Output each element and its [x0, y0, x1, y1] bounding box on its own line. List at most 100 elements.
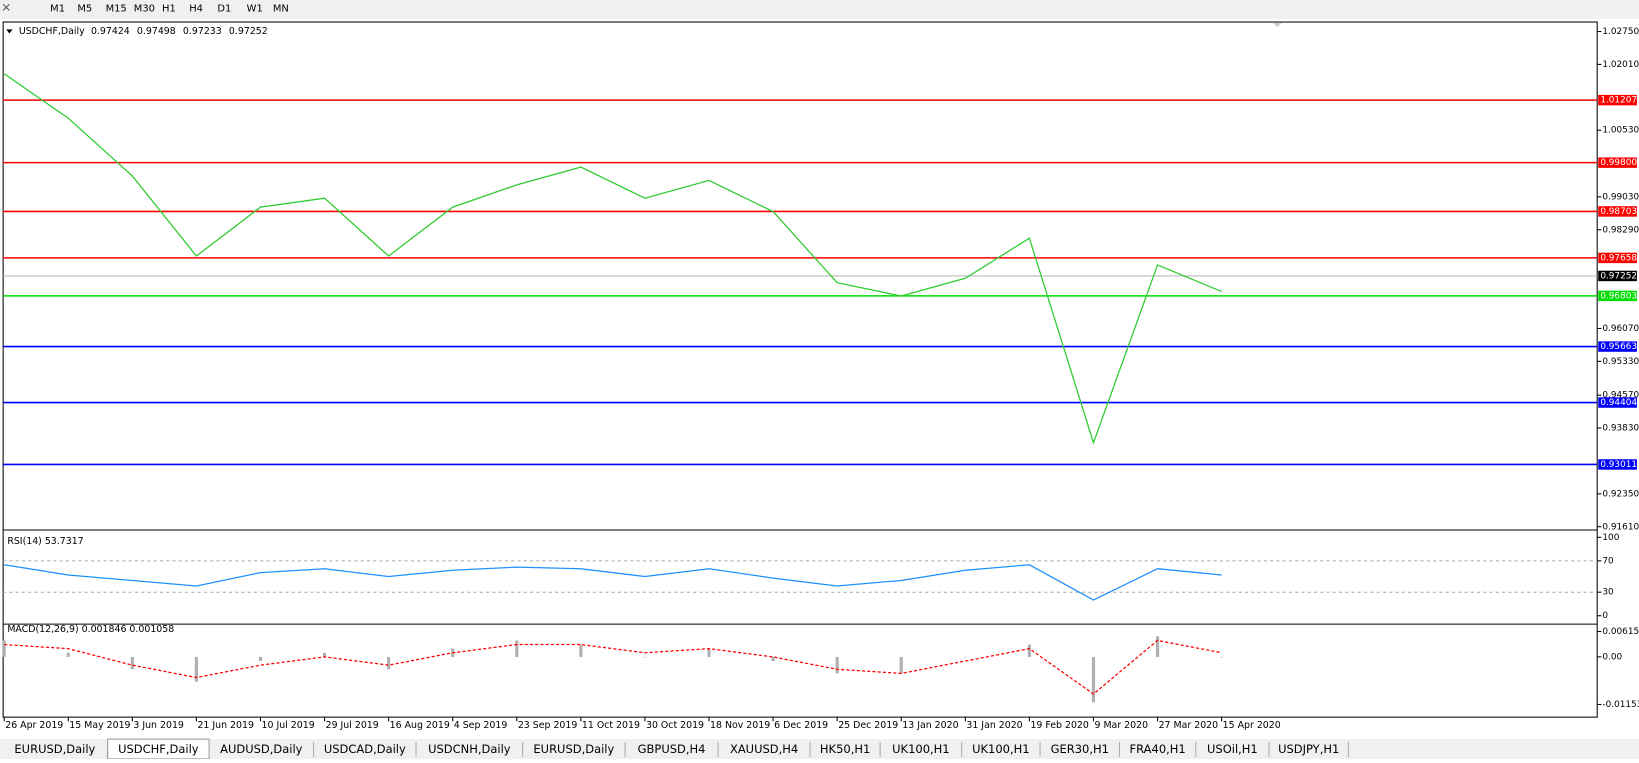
indicator-title: USDCHF,Daily	[19, 26, 85, 37]
tab[interactable]: USDCAD,Daily	[324, 742, 406, 756]
level-label-bg	[1598, 206, 1637, 217]
histogram-bar	[963, 656, 967, 658]
y-tick-label: 0.006157	[1602, 627, 1639, 637]
histogram-bar	[771, 656, 775, 662]
tab[interactable]: USDJPY,H1	[1278, 742, 1339, 756]
histogram-bar	[258, 656, 263, 662]
level-label-bg	[1598, 290, 1637, 302]
y-tick-label: -0.011531	[1602, 700, 1639, 710]
level-label-bg	[1598, 94, 1637, 106]
level-label: 0.94404	[1600, 398, 1637, 408]
x-tick-label: 21 Jun 2019	[197, 720, 254, 731]
current-price-label: 0.97252	[1600, 271, 1637, 281]
level-label-bg	[1598, 157, 1637, 168]
timeframe-button[interactable]: D1	[217, 3, 231, 14]
timeframe-button[interactable]: M15	[106, 3, 127, 14]
x-tick-label: 30 Oct 2019	[646, 720, 704, 731]
tab[interactable]: XAUUSD,H4	[730, 742, 798, 756]
tab[interactable]: FRA40,H1	[1130, 742, 1186, 756]
histogram-bar	[1091, 656, 1096, 703]
tab[interactable]: EURUSD,Daily	[533, 742, 614, 756]
y-tick-label: 1.02010	[1602, 60, 1639, 70]
y-tick-label: 0.96070	[1602, 324, 1639, 334]
y-tick-label: 100	[1602, 533, 1619, 543]
x-tick-label: 25 Dec 2019	[838, 720, 898, 731]
title-arrow	[6, 29, 13, 34]
histogram-bar	[1220, 656, 1224, 658]
y-tick-label: 0.98290	[1602, 225, 1639, 235]
y-tick-label: 0.93830	[1602, 424, 1639, 434]
tab[interactable]: HK50,H1	[820, 742, 870, 756]
x-tick-label: 29 Jul 2019	[326, 720, 379, 731]
histogram-bar	[1027, 644, 1031, 657]
series-line	[4, 639, 1222, 695]
shift-marker	[1273, 23, 1282, 28]
timeframe-button[interactable]: W1	[247, 3, 263, 14]
toolbar-icon	[2, 3, 10, 11]
histogram-bar	[2, 640, 6, 657]
chart-frame	[2, 21, 1598, 718]
tab[interactable]: USDCNH,Daily	[428, 742, 511, 756]
timeframe-button[interactable]: M5	[77, 3, 92, 14]
histogram-bar	[194, 656, 198, 682]
x-tick-label: 4 Sep 2019	[454, 720, 508, 731]
y-tick-label: 0	[1602, 611, 1608, 621]
timeframe-button[interactable]: MN	[273, 3, 289, 14]
x-tick-label: 31 Jan 2020	[966, 720, 1022, 731]
histogram-bar	[579, 644, 583, 657]
x-tick-label: 23 Sep 2019	[518, 720, 578, 731]
histogram-bar	[387, 656, 391, 670]
tab-bar	[0, 739, 1639, 759]
y-tick-label: 30	[1602, 588, 1614, 598]
level-label-bg	[1598, 397, 1637, 408]
timeframe-button[interactable]: H1	[162, 3, 176, 14]
level-label-bg	[1598, 252, 1637, 264]
timeframe-button[interactable]: H4	[189, 3, 203, 14]
level-label: 0.97658	[1600, 253, 1637, 263]
level-label: 0.95663	[1600, 342, 1637, 352]
x-tick-label: 9 Mar 2020	[1095, 720, 1149, 731]
indicator-title: RSI(14) 53.7317	[7, 536, 83, 547]
current-price-bg	[1598, 270, 1637, 282]
x-tick-label: 15 May 2019	[69, 720, 130, 731]
x-tick-label: 26 Apr 2019	[5, 720, 63, 731]
level-label: 1.01207	[1600, 96, 1637, 106]
histogram-bar	[835, 656, 839, 674]
y-tick-label: 0.91610	[1602, 522, 1639, 532]
y-tick-label: 0.92350	[1602, 489, 1639, 499]
timeframe-button[interactable]: M1	[50, 3, 65, 14]
tab[interactable]: USDCHF,Daily	[118, 742, 199, 756]
histogram-bar	[515, 640, 519, 657]
histogram-bar	[1155, 636, 1160, 657]
toolbar	[0, 0, 1639, 19]
tab[interactable]: EURUSD,Daily	[14, 742, 95, 756]
histogram-bar	[130, 656, 134, 670]
histogram-bar	[643, 656, 647, 658]
x-tick-label: 27 Mar 2020	[1159, 720, 1219, 731]
y-tick-label: 0.94570	[1602, 391, 1639, 401]
x-tick-label: 13 Jan 2020	[902, 720, 958, 731]
level-label: 0.99800	[1600, 158, 1637, 168]
x-tick-label: 3 Jun 2019	[133, 720, 184, 731]
tab[interactable]: USOil,H1	[1207, 742, 1258, 756]
y-tick-label: 0.95330	[1602, 357, 1639, 367]
tab[interactable]: GER30,H1	[1051, 742, 1109, 756]
tab[interactable]: UK100,H1	[972, 742, 1029, 756]
y-tick-label: 0.99030	[1602, 192, 1639, 202]
tab[interactable]: GBPUSD,H4	[638, 742, 706, 756]
x-tick-label: 18 Nov 2019	[710, 720, 770, 731]
histogram-bar	[322, 652, 327, 657]
quote-value: 0.97252	[229, 26, 268, 37]
timeframe-button[interactable]: M30	[134, 3, 155, 14]
x-tick-label: 16 Aug 2019	[390, 720, 450, 731]
tab[interactable]: UK100,H1	[892, 742, 949, 756]
x-tick-label: 10 Jul 2019	[262, 720, 315, 731]
level-label: 0.93011	[1600, 460, 1637, 470]
quote-value: 0.97498	[137, 26, 176, 37]
tab[interactable]: AUDUSD,Daily	[220, 742, 303, 756]
indicator-title: MACD(12,26,9) 0.001846 0.001058	[7, 624, 174, 635]
x-tick-label: 6 Dec 2019	[774, 720, 828, 731]
